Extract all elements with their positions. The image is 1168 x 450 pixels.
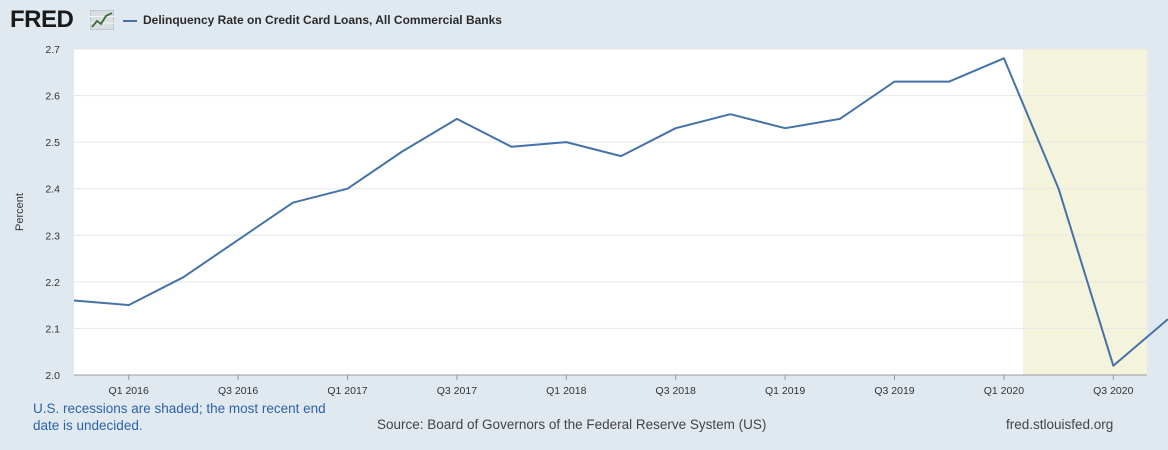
y-axis-ticks: 2.0 2.1 2.2 2.3 2.4 2.5 2.6 2.7 bbox=[45, 44, 60, 382]
recession-shading bbox=[1022, 49, 1147, 375]
chart-line-icon bbox=[90, 10, 114, 30]
y-tick-label: 2.7 bbox=[45, 44, 60, 56]
y-tick-label: 2.4 bbox=[45, 184, 60, 196]
y-tick-label: 2.1 bbox=[45, 323, 60, 335]
legend-line-swatch bbox=[123, 20, 137, 22]
chart-header: FRED Delinquency Rate on Credit Card Loa… bbox=[10, 6, 1160, 34]
legend-series-label[interactable]: Delinquency Rate on Credit Card Loans, A… bbox=[143, 13, 502, 27]
plot-area bbox=[74, 49, 1147, 375]
line-chart: 2.02.12.22.32.42.52.62.7 Q1 2016 Q3 2016 Q… bbox=[14, 44, 1168, 397]
y-tick-label: 2.3 bbox=[45, 230, 60, 242]
y-axis-label: Percent bbox=[14, 193, 26, 231]
x-tick-label: Q3 2019 bbox=[874, 385, 914, 397]
y-tick-label: 2.0 bbox=[45, 370, 60, 382]
gridlines bbox=[74, 48, 1147, 376]
recession-note: U.S. recessions are shaded; the most rec… bbox=[33, 401, 326, 433]
series-group bbox=[73, 57, 1168, 367]
x-tick-label: Q3 2018 bbox=[656, 385, 696, 397]
x-axis-ticks: Q1 2016 Q3 2016 Q1 2017 Q3 2017 Q1 2018 Q3 20… bbox=[109, 375, 1134, 397]
x-tick-label: Q3 2020 bbox=[1093, 385, 1133, 397]
recession-band-0 bbox=[1022, 49, 1147, 375]
x-tick-label: Q1 2019 bbox=[765, 385, 805, 397]
y-tick-label: 2.6 bbox=[45, 91, 60, 103]
x-tick-label: Q3 2017 bbox=[437, 385, 477, 397]
y-tick-label: 2.2 bbox=[45, 277, 60, 289]
series-line-0[interactable] bbox=[73, 57, 1168, 367]
site-link[interactable]: fred.stlouisfed.org bbox=[1006, 417, 1114, 432]
fred-logo[interactable]: FRED bbox=[10, 6, 74, 33]
x-tick-label: Q1 2018 bbox=[546, 385, 586, 397]
x-tick-label: Q1 2016 bbox=[109, 385, 149, 397]
source-credit: Source: Board of Governors of the Federa… bbox=[377, 417, 767, 432]
y-tick-label: 2.5 bbox=[45, 137, 60, 149]
x-tick-label: Q1 2017 bbox=[327, 385, 367, 397]
x-tick-label: Q3 2016 bbox=[218, 385, 258, 397]
x-tick-label: Q1 2020 bbox=[984, 385, 1024, 397]
